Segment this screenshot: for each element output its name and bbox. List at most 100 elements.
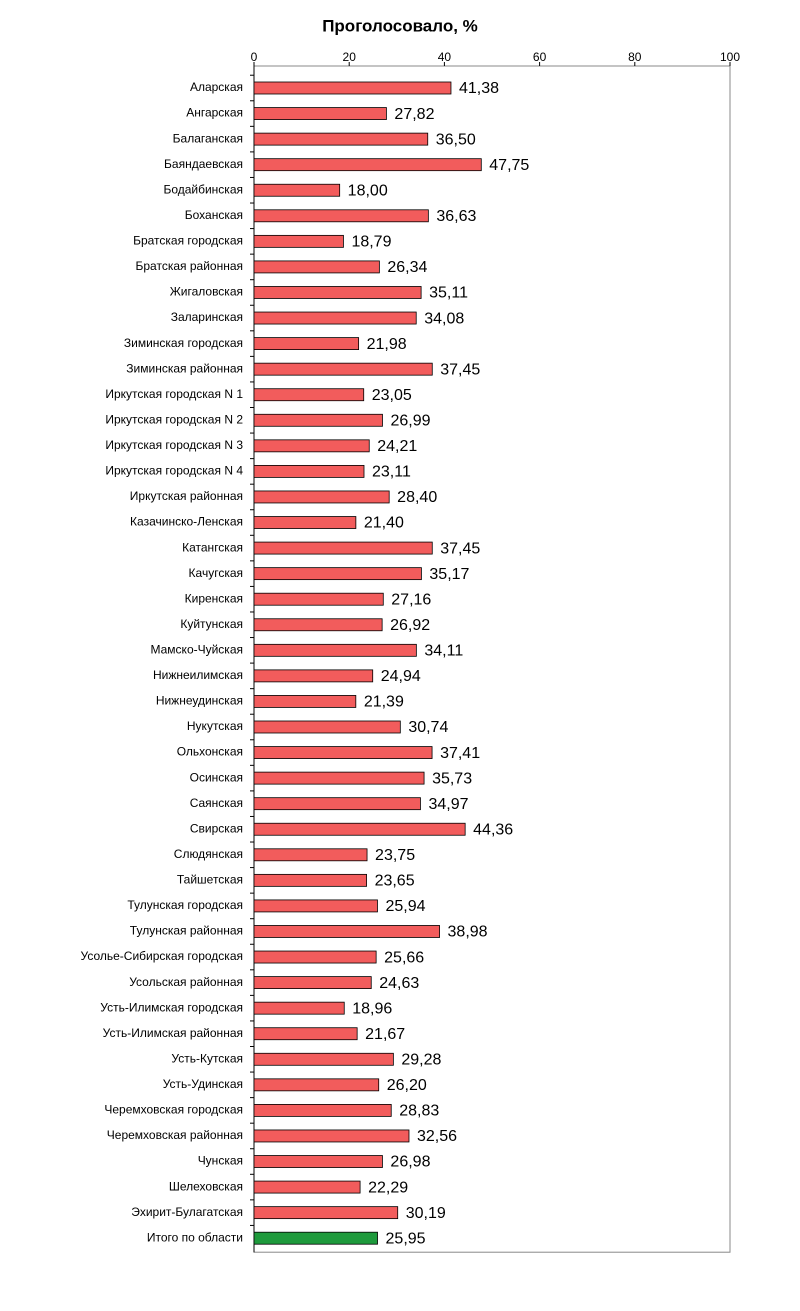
bar — [253, 592, 384, 606]
category-label: Саянская — [190, 796, 243, 810]
bar — [253, 1078, 380, 1092]
bar — [253, 107, 387, 120]
data-label: 23,11 — [372, 464, 411, 481]
bar — [253, 797, 421, 811]
bar — [253, 746, 433, 759]
data-label: 37,45 — [440, 540, 480, 557]
category-label: Заларинская — [171, 310, 243, 324]
data-label: 34,11 — [424, 643, 463, 660]
data-label: 26,20 — [387, 1077, 427, 1094]
data-label: 27,16 — [391, 591, 431, 608]
bar — [253, 490, 390, 504]
category-label: Тайшетская — [177, 873, 243, 887]
category-label: Иркутская городская N 4 — [105, 464, 243, 478]
data-label: 44,36 — [473, 821, 513, 838]
category-label: Нукутская — [187, 719, 243, 733]
data-label: 37,41 — [440, 745, 480, 762]
bar — [253, 362, 433, 376]
bar — [253, 337, 360, 351]
category-label: Усть-Илимская районная — [103, 1026, 243, 1040]
data-label: 25,95 — [386, 1230, 426, 1247]
data-label: 18,79 — [351, 234, 391, 251]
data-label: 26,34 — [387, 259, 427, 276]
bar — [253, 1052, 394, 1066]
category-label: Боханская — [185, 208, 243, 222]
data-label: 24,63 — [379, 975, 419, 992]
x-tick-label: 100 — [720, 50, 740, 64]
bar — [253, 822, 466, 836]
category-label: Черемховская городская — [104, 1103, 243, 1117]
bar — [253, 1231, 378, 1245]
category-label: Киренская — [185, 591, 243, 605]
category-label: Катангская — [182, 540, 243, 554]
category-label: Ангарская — [186, 106, 243, 120]
bar — [253, 541, 433, 555]
data-label: 37,45 — [440, 361, 480, 378]
bar — [253, 183, 341, 197]
bar — [253, 848, 368, 862]
bar — [253, 388, 365, 402]
data-label: 36,50 — [436, 131, 476, 148]
category-label: Нижнеудинская — [156, 694, 243, 708]
data-label: 38,98 — [448, 924, 488, 941]
bar — [253, 771, 425, 785]
category-label: Слюдянская — [174, 847, 243, 861]
data-label: 30,19 — [406, 1205, 446, 1222]
data-label: 26,92 — [390, 617, 430, 634]
chart-title: Проголосовало, % — [322, 16, 478, 35]
category-label: Братская городская — [133, 234, 243, 248]
category-label: Тулунская городская — [127, 898, 243, 912]
data-label: 22,29 — [368, 1179, 408, 1196]
data-label: 32,56 — [417, 1128, 457, 1145]
category-label: Иркутская городская N 2 — [105, 412, 243, 426]
category-label: Ольхонская — [177, 745, 243, 759]
data-label: 26,98 — [390, 1154, 430, 1171]
data-label: 18,00 — [348, 182, 388, 199]
data-label: 21,40 — [364, 515, 404, 532]
data-label: 24,21 — [377, 438, 417, 455]
bar — [253, 439, 370, 453]
bar — [253, 567, 422, 581]
category-label: Баяндаевская — [164, 157, 243, 171]
category-label: Свирская — [190, 821, 243, 835]
bar — [253, 669, 374, 683]
category-label: Иркутская городская N 3 — [105, 438, 243, 452]
bar — [253, 873, 367, 887]
data-label: 23,65 — [375, 873, 415, 890]
bar — [253, 1104, 392, 1117]
data-label: 26,99 — [390, 412, 430, 429]
category-label: Мамско-Чуйская — [151, 642, 244, 656]
data-label: 21,39 — [364, 694, 404, 711]
bar — [253, 1129, 410, 1143]
category-label: Усольская районная — [129, 975, 243, 989]
bar — [253, 1027, 358, 1041]
bar — [253, 81, 452, 95]
bar — [253, 286, 422, 299]
bar — [253, 1155, 383, 1168]
bar — [253, 899, 378, 913]
bar — [253, 132, 429, 146]
category-label: Усть-Кутская — [171, 1051, 243, 1065]
x-tick-label: 40 — [438, 50, 452, 64]
category-label: Усть-Удинская — [163, 1077, 243, 1091]
bar — [253, 695, 357, 708]
bar — [253, 720, 401, 734]
x-tick-label: 20 — [343, 50, 357, 64]
data-label: 28,40 — [397, 489, 437, 506]
category-label: Иркутская городская N 1 — [105, 387, 243, 401]
category-label: Балаганская — [173, 131, 243, 145]
bar — [253, 516, 357, 529]
data-label: 23,75 — [375, 847, 415, 864]
data-label: 24,94 — [381, 668, 421, 685]
data-label: 47,75 — [489, 157, 529, 174]
category-label: Усть-Илимская городская — [100, 1000, 243, 1014]
category-label: Черемховская районная — [107, 1128, 243, 1142]
category-label: Чунская — [198, 1154, 243, 1168]
bar — [253, 1180, 361, 1194]
data-label: 25,94 — [385, 898, 425, 915]
data-label: 23,05 — [372, 387, 412, 404]
category-label: Иркутская районная — [130, 489, 243, 503]
category-label: Осинская — [190, 770, 243, 784]
x-tick-label: 80 — [628, 50, 642, 64]
